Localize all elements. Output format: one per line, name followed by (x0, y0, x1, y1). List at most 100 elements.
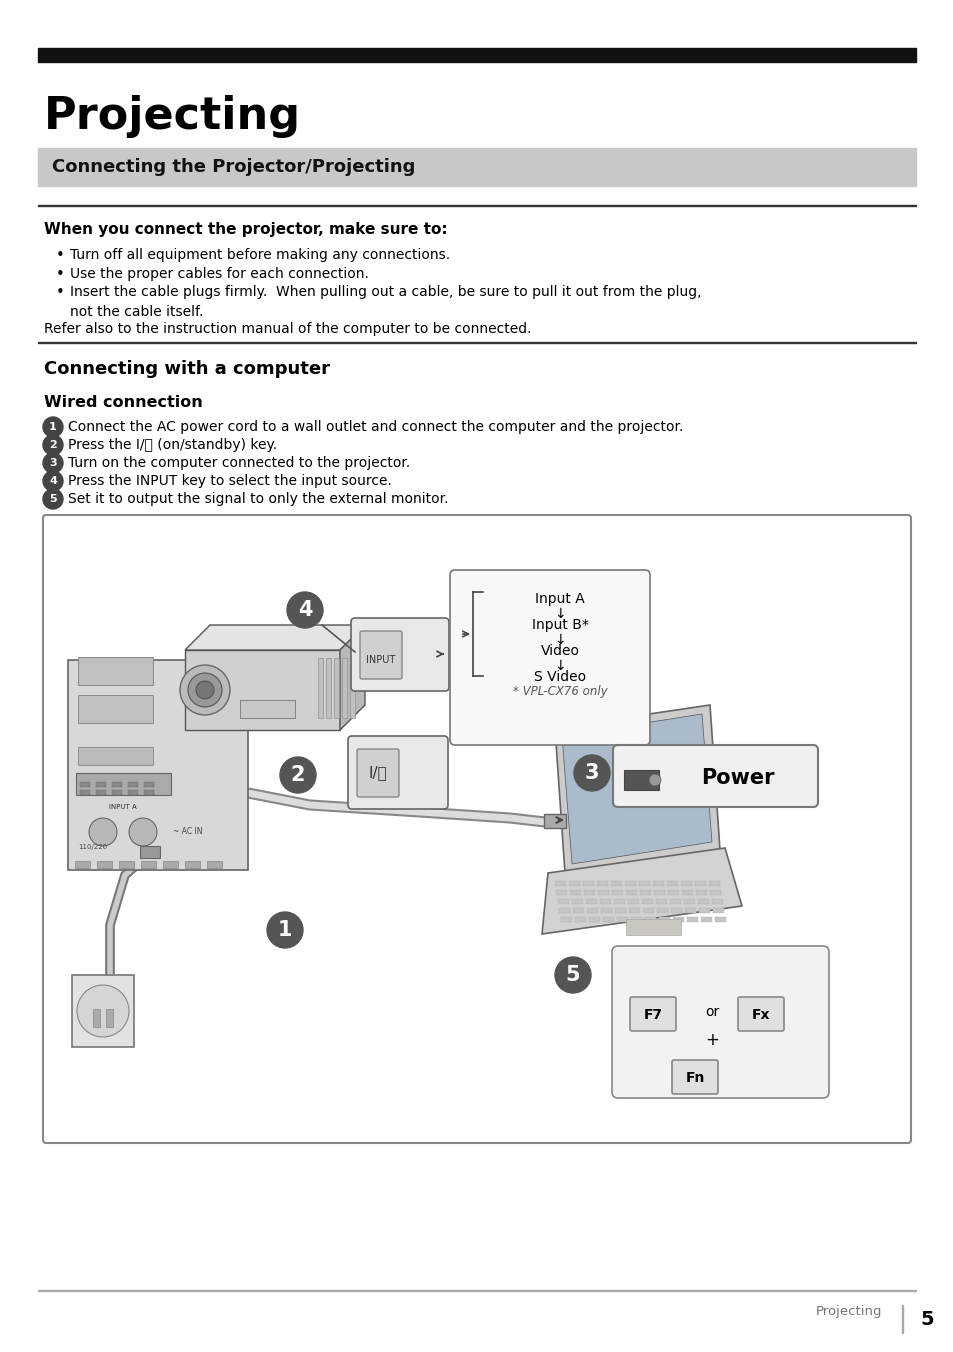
Circle shape (195, 681, 213, 699)
Circle shape (43, 416, 63, 437)
Bar (602, 917, 614, 922)
Bar (38, 147, 915, 187)
Bar (652, 882, 663, 886)
Text: When you connect the projector, make sure to:: When you connect the projector, make sur… (44, 222, 447, 237)
Bar (625, 919, 680, 936)
Bar (710, 890, 720, 895)
Bar (560, 917, 572, 922)
Text: ↓: ↓ (554, 633, 565, 648)
Bar (350, 658, 355, 718)
Text: INPUT: INPUT (366, 654, 395, 665)
Text: Input B*: Input B* (531, 618, 588, 631)
Polygon shape (541, 848, 741, 934)
Text: I/⏻: I/⏻ (368, 765, 387, 780)
Text: 2: 2 (291, 765, 305, 786)
Bar (683, 899, 695, 904)
FancyBboxPatch shape (629, 996, 676, 1032)
Text: Projecting: Projecting (815, 1305, 882, 1318)
Bar (119, 861, 133, 868)
FancyBboxPatch shape (612, 946, 828, 1098)
Bar (656, 899, 666, 904)
Bar (685, 909, 696, 913)
Bar (584, 890, 595, 895)
Bar (71, 975, 133, 1046)
FancyBboxPatch shape (348, 735, 448, 808)
FancyBboxPatch shape (671, 1060, 718, 1094)
Polygon shape (185, 625, 365, 650)
Bar (97, 861, 112, 868)
Bar (901, 1305, 902, 1333)
FancyBboxPatch shape (356, 749, 398, 796)
Bar (68, 660, 248, 869)
Bar (128, 790, 138, 795)
Text: 3: 3 (584, 763, 598, 783)
Text: Wired connection: Wired connection (44, 395, 203, 410)
Bar (588, 917, 599, 922)
Bar (680, 882, 691, 886)
Circle shape (280, 757, 315, 794)
Text: ~ AC IN: ~ AC IN (172, 827, 202, 837)
Circle shape (43, 435, 63, 456)
Bar (317, 658, 323, 718)
Text: Fn: Fn (684, 1071, 704, 1086)
Text: Refer also to the instruction manual of the computer to be connected.: Refer also to the instruction manual of … (44, 322, 531, 337)
Bar (681, 890, 693, 895)
Bar (615, 909, 626, 913)
Text: 5: 5 (565, 965, 579, 986)
Text: Turn off all equipment before making any connections.: Turn off all equipment before making any… (70, 247, 450, 262)
Bar (144, 790, 153, 795)
Bar (575, 917, 585, 922)
Bar (106, 1009, 112, 1028)
Text: or: or (704, 1005, 719, 1019)
Bar (80, 781, 90, 787)
Bar (708, 882, 720, 886)
Text: •: • (56, 285, 65, 300)
Bar (669, 899, 680, 904)
FancyBboxPatch shape (351, 618, 449, 691)
Bar (75, 861, 90, 868)
Bar (695, 882, 705, 886)
Bar (711, 899, 722, 904)
Bar (624, 882, 636, 886)
Bar (714, 917, 725, 922)
Text: Use the proper cables for each connection.: Use the proper cables for each connectio… (70, 266, 369, 281)
Text: Input A: Input A (535, 592, 584, 606)
Circle shape (287, 592, 323, 627)
Bar (654, 890, 665, 895)
Text: Insert the cable plugs firmly.  When pulling out a cable, be sure to pull it out: Insert the cable plugs firmly. When pull… (70, 285, 700, 299)
Bar (585, 899, 597, 904)
Text: F7: F7 (642, 1009, 662, 1022)
Text: Set it to output the signal to only the external monitor.: Set it to output the signal to only the … (68, 492, 448, 506)
Text: •: • (56, 247, 65, 264)
Bar (686, 917, 698, 922)
Bar (326, 658, 331, 718)
Bar (668, 890, 679, 895)
Bar (610, 882, 621, 886)
Text: Fx: Fx (751, 1009, 769, 1022)
Bar (572, 899, 582, 904)
Bar (641, 899, 652, 904)
Text: •: • (56, 266, 65, 283)
Bar (558, 909, 570, 913)
Text: 3: 3 (50, 458, 57, 468)
Circle shape (43, 470, 63, 491)
Circle shape (129, 818, 157, 846)
FancyBboxPatch shape (450, 571, 649, 745)
Bar (639, 882, 649, 886)
Text: Projecting: Projecting (44, 95, 301, 138)
Bar (112, 790, 122, 795)
FancyBboxPatch shape (738, 996, 783, 1032)
Bar (128, 781, 138, 787)
Text: Video: Video (540, 644, 578, 658)
FancyBboxPatch shape (43, 515, 910, 1142)
Bar (568, 882, 579, 886)
Circle shape (43, 489, 63, 508)
FancyBboxPatch shape (359, 631, 401, 679)
Bar (614, 899, 624, 904)
Circle shape (89, 818, 117, 846)
Text: Connect the AC power cord to a wall outlet and connect the computer and the proj: Connect the AC power cord to a wall outl… (68, 420, 682, 434)
Bar (112, 781, 122, 787)
Circle shape (43, 453, 63, 473)
Text: ↓: ↓ (554, 658, 565, 673)
Bar (699, 909, 710, 913)
